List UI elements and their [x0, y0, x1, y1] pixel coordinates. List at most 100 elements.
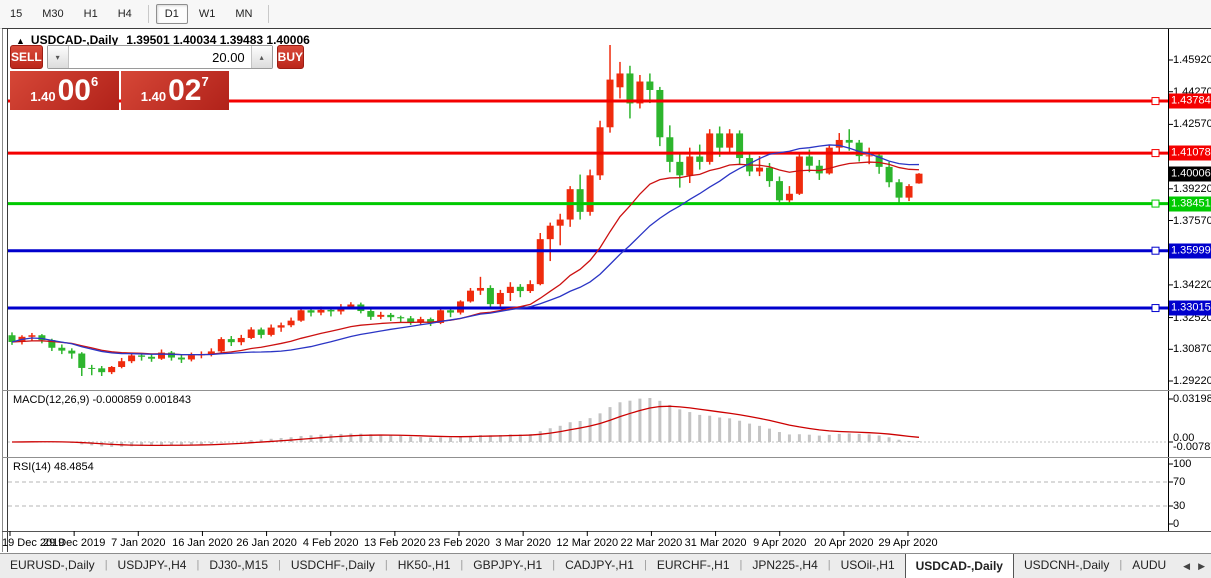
price-axis-tick-label: 1.45920	[1173, 54, 1211, 66]
candle-body	[646, 81, 654, 90]
rsi-indicator-label: RSI(14) 48.4854	[13, 461, 94, 473]
chart-tab-cadjpy[interactable]: CADJPY-,H1	[565, 558, 634, 572]
macd-axis-max-label: 0.031987	[1173, 393, 1211, 405]
candle-body	[177, 357, 185, 360]
candle-body	[845, 139, 853, 143]
sell-button[interactable]: SELL	[10, 45, 43, 69]
chart-ohlc-values: 1.39501 1.40034 1.39483 1.40006	[126, 33, 310, 47]
rsi-value: 48.4854	[53, 461, 94, 473]
sell-price-display[interactable]: 1.40 00 6	[10, 71, 119, 110]
chart-tab-dj30[interactable]: DJ30-,M15	[209, 558, 269, 572]
candle-body	[756, 167, 764, 172]
candle-body	[915, 173, 923, 184]
candle-body	[88, 367, 96, 369]
level-line-handle	[1151, 246, 1160, 255]
chart-tab-gbpjpy[interactable]: GBPJPY-,H1	[473, 558, 543, 572]
candle-body	[835, 139, 843, 148]
candle-body	[686, 156, 694, 176]
candle-body	[506, 286, 514, 293]
date-axis-label: 26 Jan 2020	[236, 537, 297, 549]
rsi-axis-tick-label: 100	[1173, 458, 1192, 470]
price-axis-tick-label: 1.29220	[1173, 375, 1211, 387]
rsi-pane	[8, 481, 1168, 507]
candle-body	[78, 353, 86, 368]
rsi-name: RSI(14)	[13, 461, 51, 473]
volume-increase-button[interactable]: ▴	[250, 46, 272, 68]
macd-pane	[8, 398, 1168, 447]
timeframe-button-h1[interactable]: H1	[83, 8, 98, 20]
tab-scroll-right-arrow[interactable]: ▶	[1198, 561, 1205, 571]
candle-body	[636, 81, 644, 104]
candle-body	[247, 329, 255, 338]
candle-body	[696, 156, 704, 162]
date-axis-label: 19 Dec 2019	[2, 537, 65, 549]
candle-body	[706, 133, 714, 162]
chart-tab-eurchf[interactable]: EURCHF-,H1	[656, 558, 730, 572]
timeframe-button-h4[interactable]: H4	[117, 8, 132, 20]
date-axis-label: 7 Jan 2020	[111, 537, 166, 549]
candle-body	[885, 166, 893, 183]
candle-body	[267, 327, 275, 335]
candle-body	[476, 287, 484, 291]
candle-body	[207, 351, 215, 355]
candle-body	[775, 181, 783, 201]
tab-separator: |	[384, 559, 388, 571]
candle-body	[8, 335, 16, 342]
rsi-axis-tick-label: 70	[1173, 476, 1186, 488]
buy-button[interactable]: BUY	[276, 45, 305, 69]
candle-body	[327, 309, 335, 312]
date-axis-label: 16 Jan 2020	[172, 537, 233, 549]
timeframe-button-d1[interactable]: D1	[155, 4, 188, 24]
volume-decrease-button[interactable]: ▾	[47, 46, 69, 68]
date-axis-label: 3 Mar 2020	[495, 537, 551, 549]
candle-body	[596, 127, 604, 176]
price-level-tag: 1.35999	[1169, 243, 1211, 259]
chart-tab-usdcnh[interactable]: USDCNH-,Daily	[1023, 558, 1110, 572]
tab-scroll-left-arrow[interactable]: ◀	[1183, 561, 1191, 571]
candle-body	[556, 219, 564, 226]
candle-body	[666, 137, 674, 162]
macd-axis-min-label: -0.007879	[1173, 441, 1211, 453]
timeframe-button-m30[interactable]: M30	[42, 8, 64, 20]
sell-price-big: 00	[57, 73, 91, 107]
toolbar-separator	[268, 5, 270, 23]
chart-tab-usdchf[interactable]: USDCHF-,Daily	[290, 558, 375, 572]
macd-name: MACD(12,26,9)	[13, 394, 90, 406]
candle-body	[516, 286, 524, 292]
candle-body	[606, 79, 614, 128]
date-axis-label: 23 Feb 2020	[428, 537, 490, 549]
chart-tab-usdjpy[interactable]: USDJPY-,H4	[117, 558, 187, 572]
chart-tab-usdcad[interactable]: USDCAD-,Daily	[904, 554, 1014, 578]
volume-input[interactable]	[68, 46, 251, 68]
candle-body	[407, 318, 415, 323]
candle-body	[765, 167, 773, 182]
timeframe-button-w1[interactable]: W1	[198, 8, 216, 20]
collapse-triangle-icon[interactable]: ▲	[16, 36, 25, 46]
ma-slow-line	[11, 144, 920, 356]
timeframe-button-15[interactable]: 15	[10, 8, 23, 20]
candle-body	[805, 156, 813, 166]
price-axis-tick-label: 1.42570	[1173, 118, 1211, 131]
tab-scroll-arrows: ◀ ▶	[1175, 556, 1209, 574]
chart-tab-eurusd[interactable]: EURUSD-,Daily	[10, 558, 95, 572]
timeframe-button-mn[interactable]: MN	[235, 8, 253, 20]
candle-body	[287, 320, 295, 326]
date-axis-label: 29 Apr 2020	[878, 537, 938, 549]
candle-body	[576, 189, 584, 212]
candle-body	[895, 182, 903, 198]
rsi-axis-tick-label: 0	[1173, 518, 1180, 530]
tab-separator: |	[643, 559, 647, 571]
candle-body	[257, 329, 265, 335]
buy-price-display[interactable]: 1.40 02 7	[120, 71, 229, 110]
chart-tab-hk50[interactable]: HK50-,H1	[397, 558, 451, 572]
chart-tab-usoil[interactable]: USOil-,H1	[840, 558, 895, 572]
chart-tab-jpn225[interactable]: JPN225-,H4	[752, 558, 818, 572]
chart-tab-bar: EURUSD-,Daily | USDJPY-,H4 | DJ30-,M15 | USDCH…	[0, 553, 1211, 578]
one-click-trading-panel: SELL ▾ ▴ BUY 1.40 00 6 1.40 02 7	[10, 45, 305, 110]
rsi-axis-tick-label: 30	[1173, 500, 1186, 512]
chart-tab-audu[interactable]: AUDU	[1132, 558, 1167, 572]
candle-body	[586, 175, 594, 212]
date-axis-label: 12 Mar 2020	[556, 537, 619, 549]
buy-price-pip: 7	[201, 74, 209, 89]
